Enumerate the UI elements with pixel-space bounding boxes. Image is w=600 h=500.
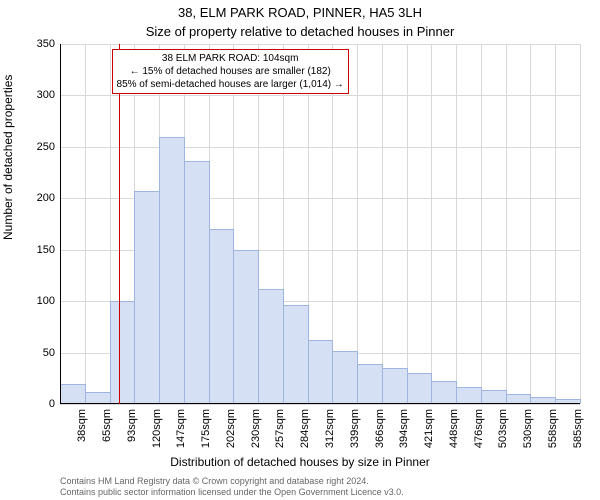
annotation-line1: 38 ELM PARK ROAD: 104sqm — [117, 52, 344, 65]
grid-line-h — [60, 404, 580, 405]
property-marker-line — [119, 44, 120, 404]
grid-line-v — [481, 44, 482, 404]
footer-line1: Contains HM Land Registry data © Crown c… — [60, 476, 404, 487]
x-tick-label: 585sqm — [572, 409, 584, 448]
x-tick-label: 175sqm — [200, 409, 212, 448]
y-tick-label: 300 — [25, 89, 55, 101]
y-tick-label: 100 — [25, 295, 55, 307]
y-tick-label: 250 — [25, 141, 55, 153]
x-tick-label: 65sqm — [101, 409, 113, 442]
histogram-bar — [481, 390, 507, 403]
histogram-bar — [258, 289, 284, 403]
x-tick-label: 476sqm — [473, 409, 485, 448]
x-tick-label: 120sqm — [151, 409, 163, 448]
x-axis-label: Distribution of detached houses by size … — [0, 455, 600, 469]
x-tick-label: 394sqm — [398, 409, 410, 448]
y-tick-label: 350 — [25, 38, 55, 50]
x-tick-label: 421sqm — [423, 409, 435, 448]
histogram-bar — [134, 191, 160, 403]
x-axis-line — [60, 403, 580, 404]
grid-line-v — [456, 44, 457, 404]
histogram-bar — [431, 381, 457, 403]
y-tick-label: 0 — [25, 398, 55, 410]
x-tick-label: 147sqm — [175, 409, 187, 448]
y-tick-label: 150 — [25, 244, 55, 256]
y-tick-label: 50 — [25, 347, 55, 359]
x-tick-label: 284sqm — [299, 409, 311, 448]
x-tick-label: 448sqm — [448, 409, 460, 448]
grid-line-v — [555, 44, 556, 404]
histogram-bar — [332, 351, 358, 403]
x-tick-label: 257sqm — [274, 409, 286, 448]
x-tick-label: 202sqm — [225, 409, 237, 448]
x-tick-label: 503sqm — [497, 409, 509, 448]
chart-plot-area: 05010015020025030035038sqm65sqm93sqm120s… — [60, 44, 580, 404]
footer-line2: Contains public sector information licen… — [60, 487, 404, 498]
histogram-bar — [456, 387, 482, 403]
x-tick-label: 366sqm — [374, 409, 386, 448]
y-axis-label: Number of detached properties — [1, 75, 15, 240]
histogram-bar — [382, 368, 408, 403]
histogram-bar — [357, 364, 383, 403]
grid-line-h — [60, 147, 580, 148]
page-subtitle: Size of property relative to detached ho… — [0, 24, 600, 39]
annotation-box: 38 ELM PARK ROAD: 104sqm← 15% of detache… — [112, 49, 349, 94]
grid-line-v — [431, 44, 432, 404]
histogram-bar — [184, 161, 210, 403]
histogram-bar — [506, 394, 532, 403]
histogram-bar — [159, 137, 185, 403]
histogram-bar — [283, 305, 309, 403]
grid-line-h — [60, 44, 580, 45]
x-tick-label: 230sqm — [250, 409, 262, 448]
grid-line-v — [580, 44, 581, 404]
grid-line-v — [85, 44, 86, 404]
x-tick-label: 312sqm — [324, 409, 336, 448]
y-axis-line — [60, 44, 61, 404]
annotation-line2: ← 15% of detached houses are smaller (18… — [117, 65, 344, 78]
histogram-bar — [209, 229, 235, 403]
page-title: 38, ELM PARK ROAD, PINNER, HA5 3LH — [0, 5, 600, 20]
histogram-bar — [85, 392, 111, 403]
grid-line-v — [506, 44, 507, 404]
y-tick-label: 200 — [25, 192, 55, 204]
x-tick-label: 530sqm — [522, 409, 534, 448]
grid-line-v — [382, 44, 383, 404]
grid-line-h — [60, 95, 580, 96]
footer-attribution: Contains HM Land Registry data © Crown c… — [60, 476, 404, 498]
annotation-line3: 85% of semi-detached houses are larger (… — [117, 78, 344, 91]
histogram-bar — [110, 301, 136, 403]
x-tick-label: 558sqm — [547, 409, 559, 448]
histogram-bar — [60, 384, 86, 404]
grid-line-v — [407, 44, 408, 404]
x-tick-label: 38sqm — [76, 409, 88, 442]
grid-line-v — [530, 44, 531, 404]
histogram-bar — [407, 373, 433, 403]
x-tick-label: 93sqm — [126, 409, 138, 442]
histogram-bar — [233, 250, 259, 403]
x-tick-label: 339sqm — [349, 409, 361, 448]
histogram-bar — [308, 340, 334, 403]
